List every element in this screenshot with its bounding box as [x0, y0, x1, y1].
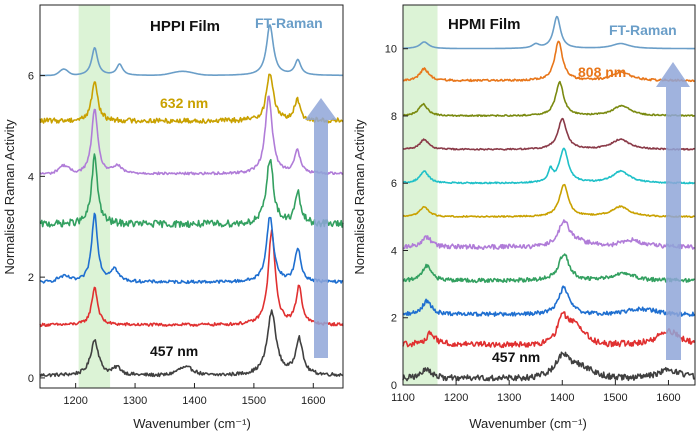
y-tick-label: 4 [28, 171, 34, 183]
y-tick-label: 4 [391, 245, 397, 257]
left-panel: 1200 1300 1400 1500 1600 0 2 4 6 HPPI Film FT-Ra… [2, 4, 344, 431]
series-line-457-nm [39, 309, 344, 378]
series-line-trace-4 [39, 153, 344, 229]
x-tick-label: 1200 [444, 392, 468, 404]
laser-457-label: 457 nm [150, 343, 198, 359]
y-tick-label: 6 [28, 71, 34, 83]
x-tick-label: 1500 [603, 392, 627, 404]
y-tick-label: 6 [391, 178, 397, 190]
plot-frame [402, 4, 696, 386]
series-line-trace-9 [402, 80, 695, 118]
x-tick-label: 1500 [242, 395, 266, 407]
right-panel: 1100 1200 1300 1400 1500 1600 0 2 4 6 8 10 HPMI Fil… [352, 4, 696, 431]
highlight-band [403, 5, 438, 385]
series-line-trace-3 [402, 285, 696, 317]
series-line-trace-3 [40, 212, 344, 285]
y-tick-label: 8 [391, 111, 397, 123]
y-tick-label: 0 [28, 373, 34, 385]
series-line-trace-4 [402, 253, 695, 284]
series-line-trace-5 [402, 219, 696, 250]
panel-title: HPMI Film [448, 16, 521, 33]
series-group [402, 15, 696, 382]
y-tick-label: 2 [28, 272, 34, 284]
x-tick-label: 1400 [182, 395, 206, 407]
series-line-trace-7 [402, 147, 695, 185]
series-group [39, 24, 344, 378]
laser-457-label: 457 nm [492, 349, 540, 365]
series-line-trace-6 [402, 183, 696, 218]
x-axis-title: Wavenumber (cm⁻¹) [133, 416, 251, 431]
x-tick-label: 1600 [301, 395, 325, 407]
series-line-trace-2 [402, 311, 696, 349]
laser-632-label: 632 nm [160, 95, 208, 111]
y-axis-title: Normalised Raman Activity [2, 119, 17, 275]
x-tick-label: 1400 [550, 392, 574, 404]
series-line-FT-Raman [40, 24, 343, 77]
y-tick-label: 2 [391, 313, 397, 325]
series-line-trace-2 [39, 229, 344, 328]
y-axis-title: Normalised Raman Activity [352, 119, 367, 275]
series-line-trace-5 [39, 95, 344, 176]
x-tick-label: 1300 [497, 392, 521, 404]
trend-arrow [305, 98, 337, 358]
y-tick-label: 10 [385, 44, 397, 56]
ft-raman-label: FT-Raman [255, 15, 323, 31]
x-axis-title: Wavenumber (cm⁻¹) [469, 416, 587, 431]
x-tick-label: 1200 [63, 395, 87, 407]
axis-ticks: 1200 1300 1400 1500 1600 0 2 4 6 [28, 71, 326, 407]
x-tick-label: 1600 [656, 392, 680, 404]
highlight-band [78, 5, 111, 388]
series-line-FT-Raman [403, 15, 695, 50]
series-line-632-nm [39, 73, 344, 124]
y-tick-label: 0 [391, 380, 397, 392]
ft-raman-label: FT-Raman [609, 22, 677, 38]
laser-808-label: 808 nm [578, 64, 626, 80]
trend-arrow [656, 62, 690, 360]
series-line-trace-8 [402, 117, 695, 151]
series-line-457-nm [402, 351, 695, 382]
x-tick-label: 1100 [391, 392, 415, 404]
series-line-808-nm [402, 40, 696, 83]
plot-frame [39, 4, 344, 389]
panel-title: HPPI Film [150, 18, 220, 35]
x-tick-label: 1300 [123, 395, 147, 407]
axis-ticks: 1100 1200 1300 1400 1500 1600 0 2 4 6 8 10 [385, 44, 681, 404]
